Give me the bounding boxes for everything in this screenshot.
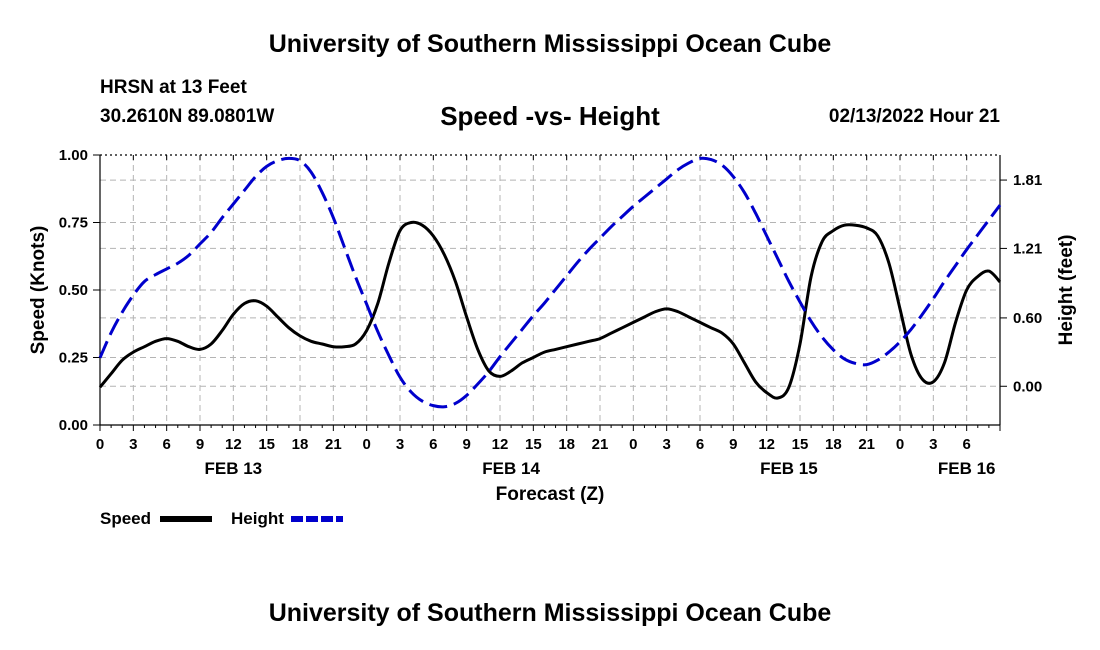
forecast-datetime: 02/13/2022 Hour 21 bbox=[828, 106, 1000, 127]
x-tick-label: 6 bbox=[429, 436, 437, 453]
x-tick-label: 15 bbox=[258, 436, 275, 453]
chart-subtitle: Speed -vs- Height bbox=[440, 101, 660, 131]
series-line-speed bbox=[98, 220, 1002, 400]
station-label: HRSN at 13 Feet bbox=[100, 77, 247, 98]
chart-title: University of Southern Mississippi Ocean… bbox=[268, 30, 832, 58]
x-tick-label: 12 bbox=[492, 436, 509, 453]
x-tick-label: 0 bbox=[896, 436, 904, 453]
day-label: FEB 14 bbox=[482, 459, 540, 478]
x-tick-label: 3 bbox=[662, 436, 670, 453]
legend-speed-swatch bbox=[160, 516, 212, 522]
x-axis-label: Forecast (Z) bbox=[496, 484, 605, 505]
x-tick-label: 12 bbox=[225, 436, 242, 453]
x-tick-label: 0 bbox=[96, 436, 104, 453]
x-tick-label: 3 bbox=[929, 436, 937, 453]
x-tick-label: 9 bbox=[196, 436, 204, 453]
y-tick-label-right: 1.21 bbox=[1013, 240, 1042, 257]
x-tick-label: 21 bbox=[592, 436, 609, 453]
x-tick-label: 18 bbox=[825, 436, 842, 453]
x-tick-label: 0 bbox=[362, 436, 370, 453]
day-label: FEB 13 bbox=[205, 459, 263, 478]
y-tick-label-left: 0.00 bbox=[59, 417, 88, 434]
x-tick-label: 6 bbox=[962, 436, 970, 453]
y-tick-label-right: 0.60 bbox=[1013, 310, 1042, 327]
grid bbox=[100, 155, 1000, 425]
x-tick-label: 21 bbox=[858, 436, 875, 453]
x-tick-label: 15 bbox=[525, 436, 542, 453]
x-tick-label: 3 bbox=[129, 436, 137, 453]
footer-title: University of Southern Mississippi Ocean… bbox=[268, 599, 832, 627]
legend-speed-label: Speed bbox=[100, 509, 152, 528]
y-tick-label-right: 1.81 bbox=[1013, 172, 1042, 189]
y-tick-label-left: 1.00 bbox=[59, 147, 88, 164]
x-tick-label: 9 bbox=[729, 436, 737, 453]
x-tick-label: 15 bbox=[792, 436, 809, 453]
x-tick-label: 3 bbox=[396, 436, 404, 453]
series bbox=[98, 156, 1002, 409]
y-tick-label-left: 0.75 bbox=[59, 215, 88, 232]
x-tick-label: 18 bbox=[558, 436, 575, 453]
x-tick-label: 21 bbox=[325, 436, 342, 453]
legend-height-label: Height bbox=[231, 509, 284, 528]
day-label: FEB 16 bbox=[938, 459, 996, 478]
x-tick-label: 12 bbox=[758, 436, 775, 453]
y-tick-label-left: 0.50 bbox=[59, 282, 88, 299]
axes: 0 3 6 9 12 15 18 21 0 3 6 9 12 15 18 21 0 3 6 9 12 15 18 21 0 3 6 F… bbox=[59, 147, 1042, 478]
x-tick-label: 0 bbox=[629, 436, 637, 453]
x-tick-label: 18 bbox=[292, 436, 309, 453]
y-tick-label-left: 0.25 bbox=[59, 350, 88, 367]
y-axis-label-right: Height (feet) bbox=[1056, 235, 1077, 346]
series-line-height bbox=[98, 156, 1002, 409]
x-tick-label: 9 bbox=[462, 436, 470, 453]
coordinates-label: 30.2610N 89.0801W bbox=[100, 106, 275, 127]
legend-height-swatch bbox=[291, 516, 343, 522]
day-label: FEB 15 bbox=[760, 459, 818, 478]
x-tick-label: 6 bbox=[696, 436, 704, 453]
y-axis-label-left: Speed (Knots) bbox=[28, 226, 49, 355]
x-tick-label: 6 bbox=[162, 436, 170, 453]
y-tick-label-right: 0.00 bbox=[1013, 378, 1042, 395]
